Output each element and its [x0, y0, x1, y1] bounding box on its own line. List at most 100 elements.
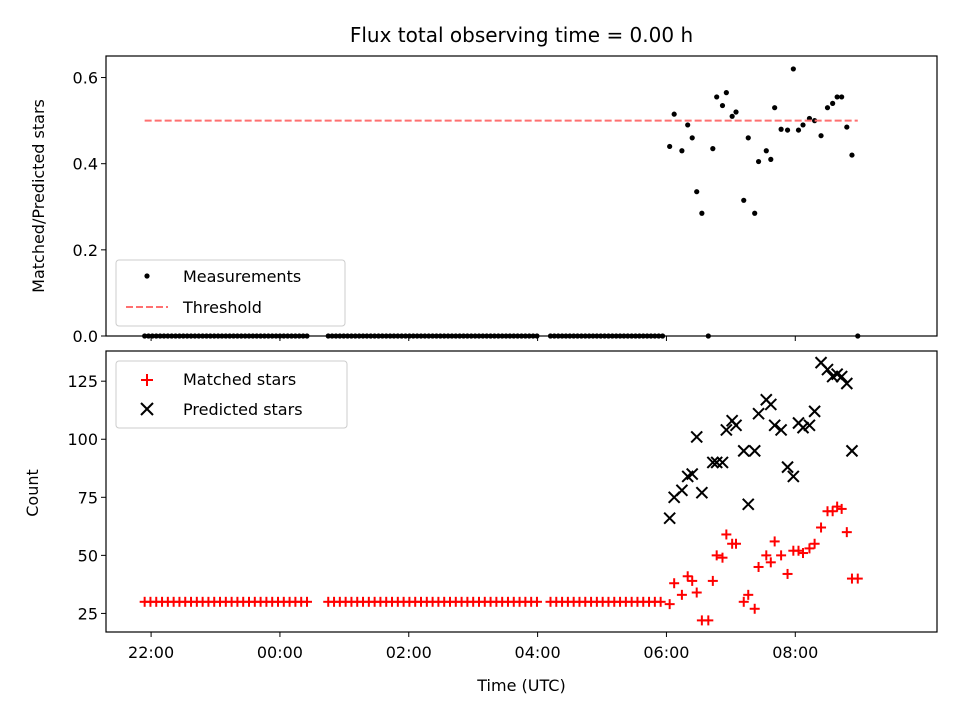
matched-star-point [753, 561, 764, 572]
x-b [748, 444, 761, 458]
matched-star-point [687, 575, 698, 586]
legend-matched-label: Matched stars [183, 370, 296, 389]
measurement-point [763, 148, 769, 154]
x-b [737, 444, 750, 458]
measurement-point [752, 210, 758, 216]
predicted-star-point [835, 370, 848, 383]
x-b [686, 467, 699, 481]
predicted-star-point [686, 467, 699, 481]
matched-star-point [711, 550, 722, 561]
legend-measurements-label: Measurements [183, 267, 301, 286]
x-b [675, 484, 689, 497]
measurement-point [741, 197, 747, 203]
bottom-y-tick-label: 25 [78, 604, 98, 623]
legend-measurements-marker [144, 273, 150, 279]
matched-star-point [301, 596, 312, 607]
x-b [729, 419, 743, 432]
predicted-star-point [720, 423, 733, 437]
x-tick-label: 02:00 [386, 643, 432, 662]
x-b [774, 423, 788, 437]
measurement-point [699, 210, 705, 216]
measurement-point [745, 135, 751, 141]
x-b [835, 370, 848, 383]
measurement-point [710, 146, 716, 152]
measurement-point [812, 118, 818, 124]
x-b [695, 486, 709, 499]
predicted-star-point [808, 405, 821, 418]
predicted-star-point [774, 423, 788, 437]
measurement-point [679, 148, 685, 154]
matched-star-point [731, 538, 742, 549]
top-panel-frame [105, 55, 938, 337]
matched-star-point [531, 596, 542, 607]
matched-star-point [836, 503, 847, 514]
top-legend: Measurements Threshold [115, 259, 346, 327]
matched-star-point [793, 545, 804, 556]
x-b [803, 419, 816, 432]
matched-star-point [841, 527, 852, 538]
matched-star-point [682, 571, 693, 582]
top-chart-title: Flux total observing time = 0.00 h [350, 23, 693, 47]
measurement-point [772, 105, 778, 111]
matched-star-point [703, 615, 714, 626]
x-b [690, 430, 703, 444]
x-b [710, 456, 723, 469]
measurement-point [839, 94, 845, 100]
top-y-tick-label: 0.6 [73, 69, 98, 88]
bottom-plot-area: 25 50 75 100 125 22:00 00:00 02:00 04:00 06:00 08:… [67, 356, 863, 662]
bottom-legend-box [115, 360, 348, 429]
x-b [840, 377, 854, 390]
measurement-point [755, 158, 762, 165]
measurement-point [778, 126, 784, 132]
x-b [752, 407, 765, 420]
measurement-point [849, 152, 855, 158]
bottom-y-axis-label: Count [23, 469, 42, 517]
measurement-point [844, 124, 850, 130]
predicted-star-point [729, 419, 743, 432]
matched-star-point [664, 599, 675, 610]
predicted-star-point [690, 430, 703, 444]
measurement-point [800, 122, 806, 128]
measurement-point [818, 133, 824, 139]
top-y-axis-label: Matched/Predicted stars [29, 99, 48, 293]
x-b [742, 498, 755, 511]
predicted-star-point [796, 421, 810, 434]
matched-star-point [809, 538, 820, 549]
bottom-y-tick-label: 75 [78, 488, 98, 507]
measurement-point [714, 94, 720, 100]
predicted-star-point [821, 363, 834, 376]
bottom-y-tick-label: 125 [67, 372, 98, 391]
legend-matched-marker [141, 374, 153, 386]
matched-star-point [743, 589, 754, 600]
matched-star-point [761, 550, 772, 561]
x-tick-label: 06:00 [643, 643, 689, 662]
x-b [814, 356, 828, 369]
top-y-tick-label: 0.2 [73, 241, 98, 260]
matched-star-point [804, 543, 815, 554]
predicted-star-point [737, 444, 750, 458]
matched-star-point [798, 548, 809, 559]
x-b [808, 405, 821, 418]
matched-star-point [707, 575, 718, 586]
predicted-star-point [764, 398, 778, 411]
matched-star-point [691, 587, 702, 598]
x-tick-label: 00:00 [257, 643, 303, 662]
predicted-star-point [742, 498, 755, 511]
measurement-point [694, 189, 700, 195]
matched-star-point [717, 552, 728, 563]
bottom-y-tick-label: 100 [67, 430, 98, 449]
measurement-point [719, 102, 726, 109]
measurement-point [768, 156, 774, 162]
predicted-star-point [768, 419, 781, 432]
matched-star-point [816, 522, 827, 533]
measurement-point [667, 143, 673, 150]
matched-star-point [676, 589, 687, 600]
x-tick-label: 08:00 [772, 643, 818, 662]
measurement-point [729, 113, 735, 119]
matched-star-point [776, 550, 787, 561]
predicted-star-point [675, 484, 689, 497]
x-b [796, 421, 810, 434]
x-b [764, 398, 778, 411]
